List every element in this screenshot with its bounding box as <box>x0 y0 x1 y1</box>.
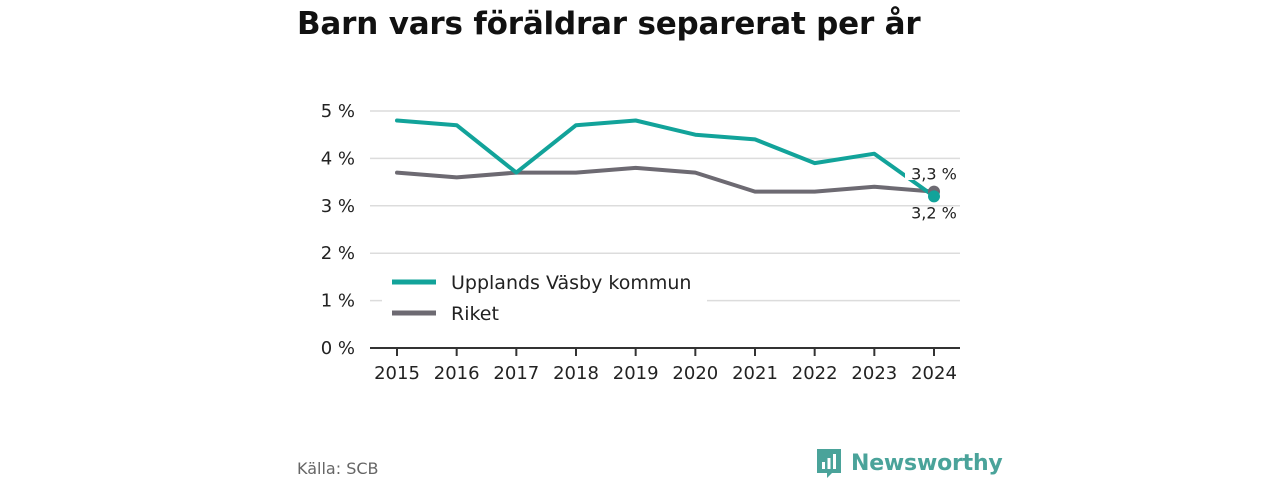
x-tick-label: 2020 <box>672 363 718 384</box>
series-line-riket <box>395 165 936 194</box>
y-tick-label: 3 % <box>321 196 355 217</box>
y-tick-labels: 0 % 1 % 2 % 3 % 4 % 5 % <box>321 101 355 359</box>
x-tick-label: 2022 <box>792 363 838 384</box>
y-tick-label: 1 % <box>321 291 355 312</box>
end-label-upplands-vasby: 3,2 % <box>911 203 957 222</box>
y-tick-label: 0 % <box>321 338 355 359</box>
brand-logo: Newsworthy <box>815 447 1003 479</box>
legend-background <box>382 265 707 333</box>
legend: Upplands Väsby kommun Riket <box>382 265 707 333</box>
legend-label: Riket <box>451 303 499 325</box>
end-label-riket: 3,3 % <box>911 165 957 184</box>
x-tick-label: 2019 <box>613 363 659 384</box>
x-tick-label: 2016 <box>434 363 480 384</box>
y-tick-label: 2 % <box>321 243 355 264</box>
end-label-background <box>905 160 960 180</box>
source-note: Källa: SCB <box>297 459 379 478</box>
x-ticks: 2015 2016 2017 2018 2019 2020 2021 2022 2023 2024 <box>374 348 957 384</box>
end-marker <box>928 190 940 203</box>
legend-label: Upplands Väsby kommun <box>451 272 691 294</box>
end-markers: 3,3 % 3,2 % <box>905 160 960 222</box>
x-tick-label: 2017 <box>493 363 539 384</box>
y-tick-label: 4 % <box>321 148 355 169</box>
x-tick-label: 2021 <box>732 363 778 384</box>
y-tick-label: 5 % <box>321 101 355 122</box>
x-tick-label: 2024 <box>911 363 957 384</box>
chart-title: Barn vars föräldrar separerat per år <box>297 6 921 42</box>
x-tick-label: 2015 <box>374 363 420 384</box>
series-line-upplands-vasby <box>395 118 936 199</box>
x-tick-label: 2018 <box>553 363 599 384</box>
newsworthy-logo-icon <box>817 449 841 478</box>
brand-name: Newsworthy <box>851 450 1003 476</box>
x-tick-label: 2023 <box>851 363 897 384</box>
series-lines <box>395 118 936 199</box>
